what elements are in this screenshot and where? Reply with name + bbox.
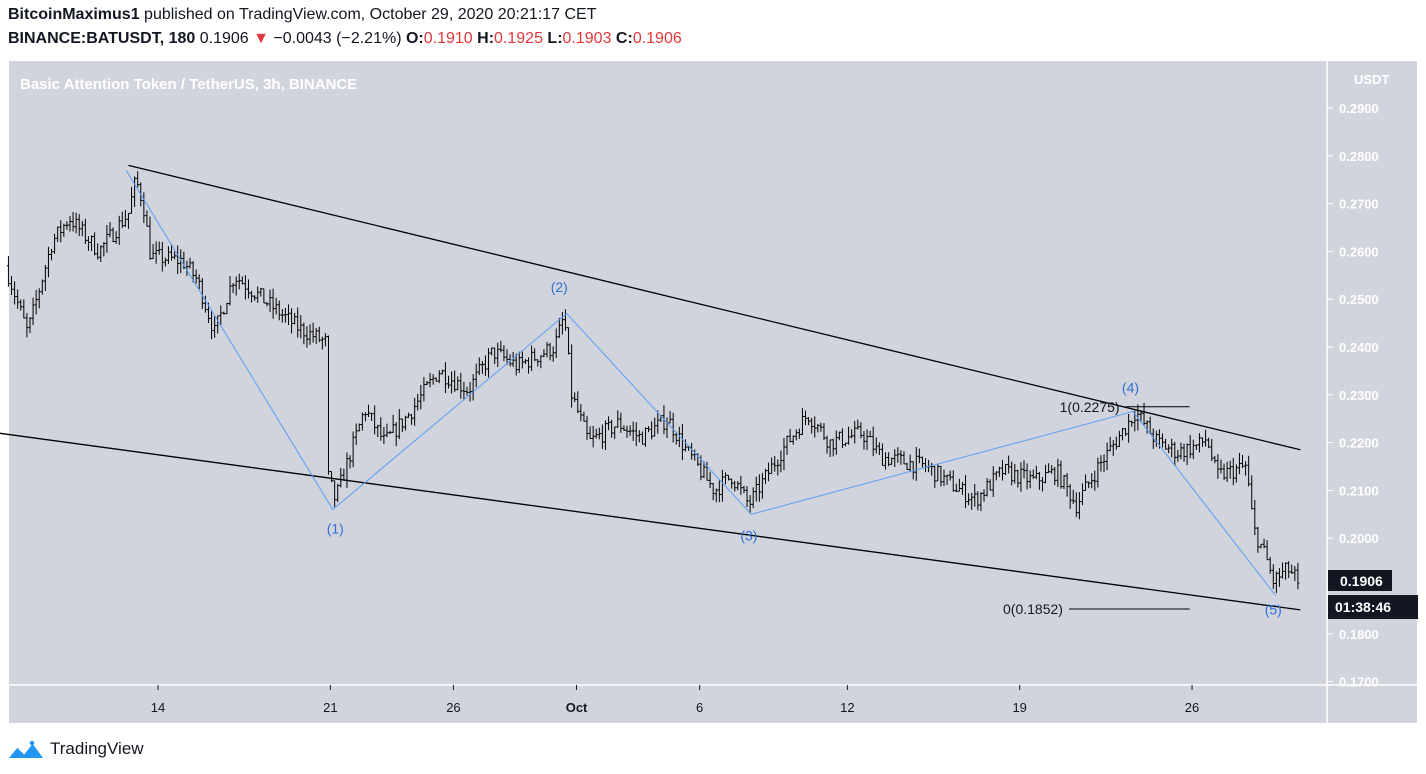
wave-label: (1) <box>327 520 344 536</box>
y-tick-label: 0.2200 <box>1339 436 1379 451</box>
footer-brand[interactable]: TradingView <box>8 737 144 761</box>
y-tick-label: 0.2000 <box>1339 531 1379 546</box>
price-change: −0.0043 (−2.21%) <box>273 30 402 47</box>
lower-trendline <box>0 432 1301 611</box>
x-tick-label: 14 <box>151 700 165 715</box>
x-tick-label: 6 <box>696 700 703 715</box>
high-value: 0.1925 <box>494 30 543 47</box>
chart-title: Basic Attention Token / TetherUS, 3h, BI… <box>20 76 357 93</box>
last-price-badge <box>1328 570 1392 591</box>
time-axis[interactable]: 14 21 26 Oct 6 12 19 26 <box>151 685 1200 715</box>
y-tick-label: 0.2800 <box>1339 149 1379 164</box>
x-tick-label: Oct <box>566 700 588 715</box>
wave-label: (4) <box>1122 379 1139 395</box>
symbol-info: BINANCE:BATUSDT, 180 0.1906 ▼ −0.0043 (−… <box>8 30 682 48</box>
trendlines[interactable] <box>0 164 1301 611</box>
tradingview-logo-icon <box>9 740 43 758</box>
candlesticks <box>6 171 1300 594</box>
publish-info: BitcoinMaximus1 published on TradingView… <box>8 6 596 24</box>
symbol-name: BINANCE:BATUSDT, 180 <box>8 30 196 47</box>
y-tick-label: 0.1700 <box>1339 675 1379 690</box>
close-label: C: <box>615 30 633 47</box>
y-tick-label: 0.2300 <box>1339 388 1379 403</box>
low-label: L: <box>547 30 563 47</box>
countdown-badge <box>1328 595 1418 619</box>
x-tick-label: 19 <box>1012 700 1026 715</box>
author-name[interactable]: BitcoinMaximus1 <box>8 6 140 23</box>
y-tick-label: 0.2500 <box>1339 292 1379 307</box>
x-tick-label: 26 <box>1185 700 1199 715</box>
y-tick-label: 0.2100 <box>1339 483 1379 498</box>
chart-background <box>9 61 1417 723</box>
price-axis[interactable]: 0.2900 0.2800 0.2700 0.2600 0.2500 0.2400 0.23… <box>1327 101 1379 690</box>
wave-path <box>125 169 1277 596</box>
y-tick-label: 0.2400 <box>1339 340 1379 355</box>
upper-trendline <box>128 164 1301 451</box>
publish-text: published on TradingView.com, October 29… <box>144 6 597 23</box>
fib-level-label: 0(0.1852) <box>1003 601 1063 617</box>
high-label: H: <box>477 30 495 47</box>
last-price: 0.1906 <box>199 30 249 47</box>
down-arrow-icon: ▼ <box>253 30 269 47</box>
wave-label: (3) <box>740 528 757 544</box>
last-price-badge-text: 0.1906 <box>1340 573 1383 589</box>
wave-count[interactable]: (1) (2) (3) (4) (5) <box>125 169 1282 618</box>
y-tick-label: 0.2600 <box>1339 244 1379 259</box>
low-value: 0.1903 <box>562 30 612 47</box>
close-value: 0.1906 <box>632 30 682 47</box>
y-tick-label: 0.1800 <box>1339 627 1379 642</box>
y-tick-label: 0.2900 <box>1339 101 1379 116</box>
tradingview-brand: TradingView <box>50 739 144 758</box>
fib-level-label: 1(0.2275) <box>1060 399 1120 415</box>
x-tick-label: 21 <box>323 700 337 715</box>
open-value: 0.1910 <box>423 30 473 47</box>
wave-label: (5) <box>1265 602 1282 618</box>
wave-label: (2) <box>551 279 568 295</box>
x-tick-label: 12 <box>840 700 854 715</box>
y-tick-label: 0.2700 <box>1339 197 1379 212</box>
countdown-badge-text: 01:38:46 <box>1335 599 1391 615</box>
x-tick-label: 26 <box>446 700 460 715</box>
fib-levels[interactable]: 1(0.2275) 0(0.1852) <box>1003 399 1190 617</box>
open-label: O: <box>405 30 424 47</box>
price-unit: USDT <box>1354 72 1389 87</box>
